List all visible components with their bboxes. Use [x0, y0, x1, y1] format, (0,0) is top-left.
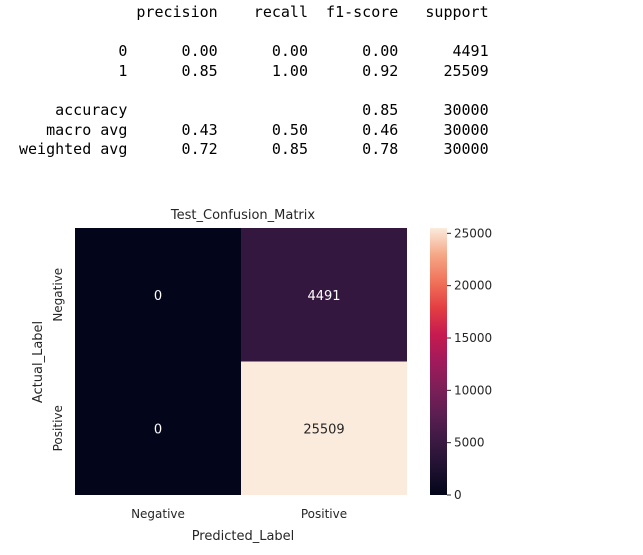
heatmap-cell — [241, 361, 407, 495]
heatmap-cell-value: 4491 — [307, 289, 340, 304]
y-tick-labels: Negative Positive — [51, 268, 65, 452]
y-tick-label: Negative — [51, 268, 65, 322]
heatmap-cell-value: 25509 — [303, 422, 344, 437]
heatmap-cell — [75, 361, 241, 495]
colorbar-tick-label: 10000 — [454, 383, 492, 397]
heatmap-cell-value: 0 — [154, 289, 162, 304]
x-axis-label: Predicted_Label — [192, 529, 295, 544]
colorbar-tick-label: 5000 — [454, 436, 485, 450]
colorbar-tick-label: 15000 — [454, 331, 492, 345]
colorbar-tick-label: 0 — [454, 488, 462, 502]
heatmap-cell — [241, 228, 407, 362]
colorbar — [430, 228, 447, 495]
x-tick-label: Positive — [301, 507, 347, 521]
classification-report: precision recall f1-score support 0 0.00… — [19, 3, 489, 159]
heatmap-cell — [75, 228, 241, 362]
y-tick-label: Positive — [51, 405, 65, 451]
colorbar-tick-label: 20000 — [454, 279, 492, 293]
chart-title: Test_Confusion_Matrix — [170, 208, 316, 223]
heatmap-cell-value: 0 — [154, 422, 162, 437]
x-tick-label: Negative — [131, 507, 185, 521]
heatmap-cells — [75, 228, 407, 495]
colorbar-ticks: 0 5000 10000 15000 20000 25000 — [447, 226, 492, 502]
y-axis-label: Actual_Label — [31, 321, 46, 403]
heatmap-annotations: 0 4491 0 25509 — [154, 289, 345, 438]
x-tick-labels: Negative Positive — [131, 507, 347, 521]
colorbar-tick-label: 25000 — [454, 226, 492, 240]
